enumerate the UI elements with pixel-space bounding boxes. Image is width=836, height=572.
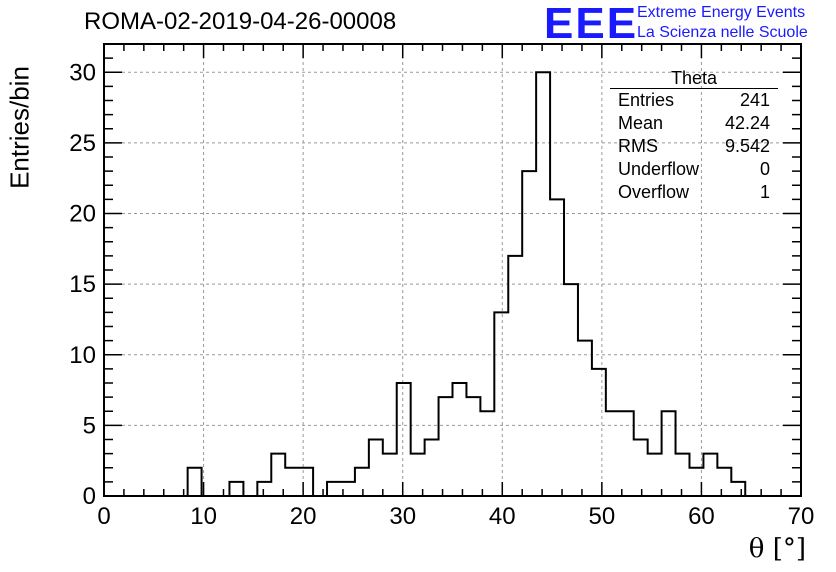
histogram-bin [731, 482, 745, 496]
grid-lines [104, 44, 801, 496]
histogram-bin [299, 468, 313, 496]
stats-value: 0 [759, 159, 770, 179]
histogram-bin [564, 284, 578, 496]
stats-label: Overflow [618, 182, 690, 202]
x-tick-label: 20 [290, 503, 317, 530]
stats-row: Mean 42.24 [610, 112, 778, 135]
stats-row: Underflow 0 [610, 158, 778, 181]
stats-row: RMS 9.542 [610, 135, 778, 158]
stats-label: Underflow [618, 159, 700, 179]
chart-title: ROMA-02-2019-04-26-00008 [84, 8, 397, 35]
stats-value: 241 [739, 90, 770, 110]
histogram-bin [717, 468, 731, 496]
histogram-bin [453, 383, 467, 496]
histogram-bin [383, 454, 397, 496]
histogram-bin [466, 397, 480, 496]
y-tick-label: 25 [69, 130, 96, 157]
y-axis-label: Entries/bin [4, 66, 35, 189]
histogram-bin [480, 411, 494, 496]
histogram-bin [703, 454, 717, 496]
y-tick-label: 5 [83, 412, 96, 439]
stats-label: Mean [618, 113, 664, 133]
x-tick-label: 70 [788, 503, 815, 530]
histogram-bin [662, 411, 676, 496]
histogram-bin [425, 440, 439, 497]
stats-label: RMS [618, 136, 658, 156]
histogram-bin [257, 482, 271, 496]
stats-value: 9.542 [724, 136, 770, 156]
histogram-bin [578, 341, 592, 496]
y-tick-label: 0 [83, 483, 96, 510]
logo-caption-line1: Extreme Energy Events [637, 4, 806, 21]
x-tick-label: 0 [97, 503, 110, 530]
histogram-bin [229, 482, 243, 496]
eee-logo: EEE [544, 0, 639, 48]
histogram-bin [634, 440, 648, 497]
stats-value: 42.24 [724, 113, 770, 133]
histogram-bin [550, 199, 564, 496]
histogram-bin [522, 171, 536, 496]
stats-title: Theta [610, 68, 778, 89]
y-tick-label: 10 [69, 342, 96, 369]
histogram-bin [648, 454, 662, 496]
histogram-bin [369, 440, 383, 497]
logo-caption-line2: La Scienza nelle Scuole [637, 24, 808, 41]
histogram-bin [397, 383, 411, 496]
histogram-bin [592, 369, 606, 496]
histogram-bin [327, 482, 341, 496]
stats-label: Entries [618, 90, 675, 110]
histogram-bin [606, 411, 620, 496]
histogram-bin [439, 397, 453, 496]
x-tick-label: 40 [489, 503, 516, 530]
stats-row: Entries 241 [610, 89, 778, 112]
stats-value: 1 [759, 182, 770, 202]
histogram-bin [620, 411, 634, 496]
histogram-bin [676, 454, 690, 496]
x-tick-label: 50 [589, 503, 616, 530]
x-tick-label: 60 [688, 503, 715, 530]
histogram-bin [285, 468, 299, 496]
y-tick-label: 15 [69, 271, 96, 298]
x-axis-label: θ [°] [748, 534, 806, 564]
y-tick-label: 20 [69, 201, 96, 228]
histogram-bin [494, 312, 508, 496]
stats-row: Overflow 1 [610, 181, 778, 204]
x-tick-label: 30 [389, 503, 416, 530]
histogram-bin [188, 468, 202, 496]
plot-frame [103, 43, 802, 497]
x-tick-label: 10 [190, 503, 217, 530]
histogram-bin [355, 468, 369, 496]
y-tick-label: 30 [69, 59, 96, 86]
histogram-bin [508, 256, 522, 496]
stats-box: Theta Entries 241 Mean 42.24 RMS 9.542 U… [610, 68, 778, 204]
